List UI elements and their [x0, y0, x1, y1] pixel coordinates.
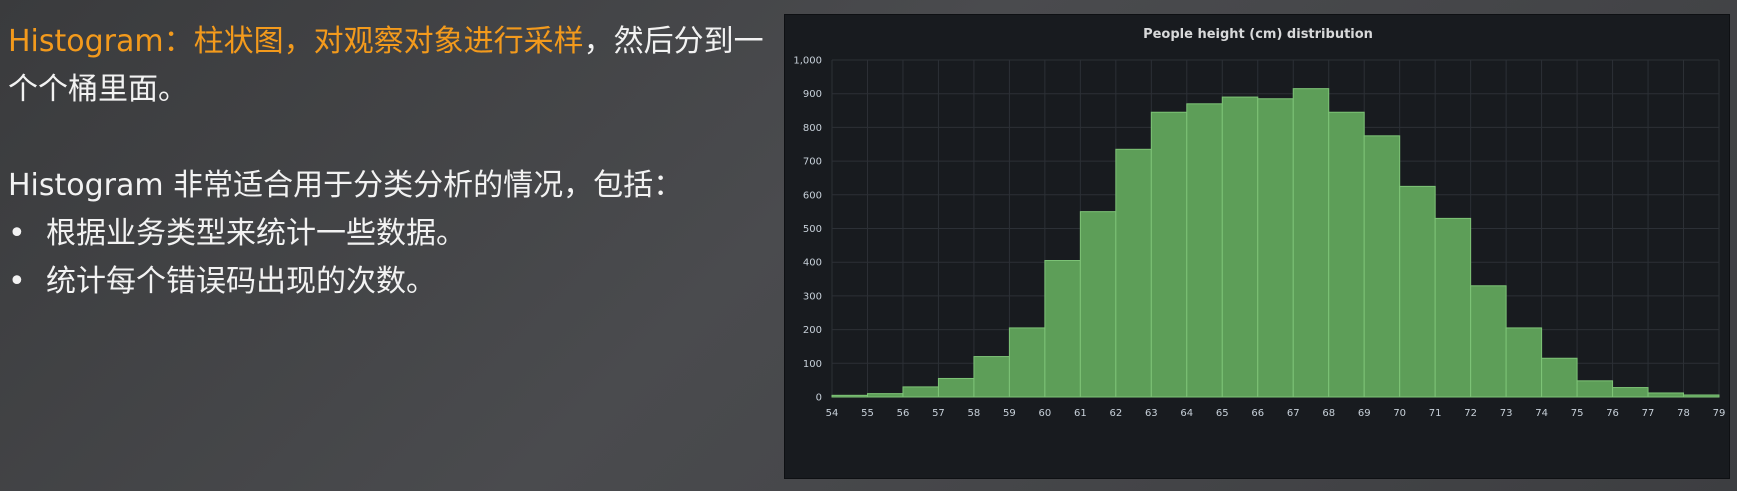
x-tick-label: 70	[1393, 408, 1406, 419]
intro-highlight: Histogram：柱状图，对观察对象进行采样	[8, 24, 584, 59]
histogram-bar	[1257, 98, 1294, 398]
x-tick-label: 78	[1677, 408, 1690, 419]
histogram-bar	[937, 377, 975, 398]
histogram-bar	[1328, 111, 1365, 398]
histogram-bar	[1576, 380, 1614, 398]
bullet-item: 统计每个错误码出现的次数。	[8, 258, 768, 306]
y-tick-label: 700	[803, 157, 822, 168]
bullet-item: 根据业务类型来统计一些数据。	[8, 210, 768, 258]
usage-heading: Histogram 非常适合用于分类分析的情况，包括：	[8, 168, 684, 203]
y-tick-label: 100	[803, 359, 822, 370]
histogram-bar	[1541, 357, 1578, 398]
x-tick-label: 75	[1571, 408, 1584, 419]
histogram-bar	[1115, 148, 1152, 398]
x-tick-label: 62	[1109, 408, 1122, 419]
x-tick-label: 77	[1642, 408, 1655, 419]
x-tick-label: 58	[968, 408, 981, 419]
x-tick-label: 56	[897, 408, 910, 419]
x-tick-label: 64	[1180, 408, 1193, 419]
x-tick-label: 67	[1287, 408, 1300, 419]
y-tick-label: 1,000	[793, 56, 822, 67]
chart-title: People height (cm) distribution	[1143, 27, 1373, 42]
x-tick-label: 69	[1358, 408, 1371, 419]
histogram-bar	[1683, 394, 1720, 398]
histogram-bar	[1221, 96, 1259, 398]
intro-paragraph: Histogram：柱状图，对观察对象进行采样，然后分到一个个桶里面。	[8, 18, 768, 114]
histogram-bar	[1434, 217, 1472, 398]
histogram-bar	[1399, 185, 1436, 398]
x-tick-label: 60	[1039, 408, 1052, 419]
x-tick-label: 72	[1464, 408, 1477, 419]
y-tick-label: 900	[803, 89, 822, 100]
histogram-bar	[831, 394, 868, 398]
y-tick-label: 800	[803, 123, 822, 134]
x-tick-label: 65	[1216, 408, 1229, 419]
histogram-chart: People height (cm) distribution 0 100 200 3…	[793, 27, 1726, 419]
usage-bullets: 根据业务类型来统计一些数据。 统计每个错误码出现的次数。	[8, 210, 768, 306]
x-tick-label: 66	[1251, 408, 1264, 419]
histogram-bar	[1292, 88, 1330, 398]
chart-panel: People height (cm) distribution 0 100 200 3…	[784, 14, 1730, 479]
histogram-bar	[973, 356, 1010, 398]
histogram-bar	[866, 393, 904, 398]
histogram-bar	[1363, 135, 1401, 398]
intro-rest: ，然后分到一个个桶里面。	[8, 24, 764, 107]
x-tick-label: 59	[1003, 408, 1016, 419]
histogram-bar	[1505, 327, 1543, 398]
histogram-bar	[1079, 211, 1117, 398]
histogram-bar	[1612, 387, 1649, 398]
x-tick-label: 74	[1535, 408, 1548, 419]
x-tick-label: 71	[1429, 408, 1442, 419]
y-tick-label: 300	[803, 291, 822, 302]
histogram-bar	[1008, 327, 1046, 398]
x-tick-label: 55	[861, 408, 874, 419]
x-tick-label: 63	[1145, 408, 1158, 419]
x-tick-label: 79	[1713, 408, 1726, 419]
x-tick-label: 54	[826, 408, 839, 419]
y-tick-label: 600	[803, 190, 822, 201]
histogram-bar	[1470, 285, 1507, 398]
histogram-bar	[1647, 392, 1685, 398]
x-tick-label: 68	[1322, 408, 1335, 419]
y-tick-label: 500	[803, 224, 822, 235]
slide-text: Histogram：柱状图，对观察对象进行采样，然后分到一个个桶里面。 Hist…	[8, 18, 768, 306]
y-tick-label: 0	[816, 393, 822, 404]
histogram-bar	[1044, 260, 1081, 398]
x-tick-label: 73	[1500, 408, 1513, 419]
x-tick-label: 76	[1606, 408, 1619, 419]
y-tick-label: 200	[803, 325, 822, 336]
x-tick-label: 57	[932, 408, 945, 419]
x-tick-label: 61	[1074, 408, 1087, 419]
histogram-bar	[902, 386, 939, 398]
histogram-bar	[1150, 111, 1188, 398]
histogram-bar	[1186, 103, 1223, 398]
y-tick-label: 400	[803, 258, 822, 269]
